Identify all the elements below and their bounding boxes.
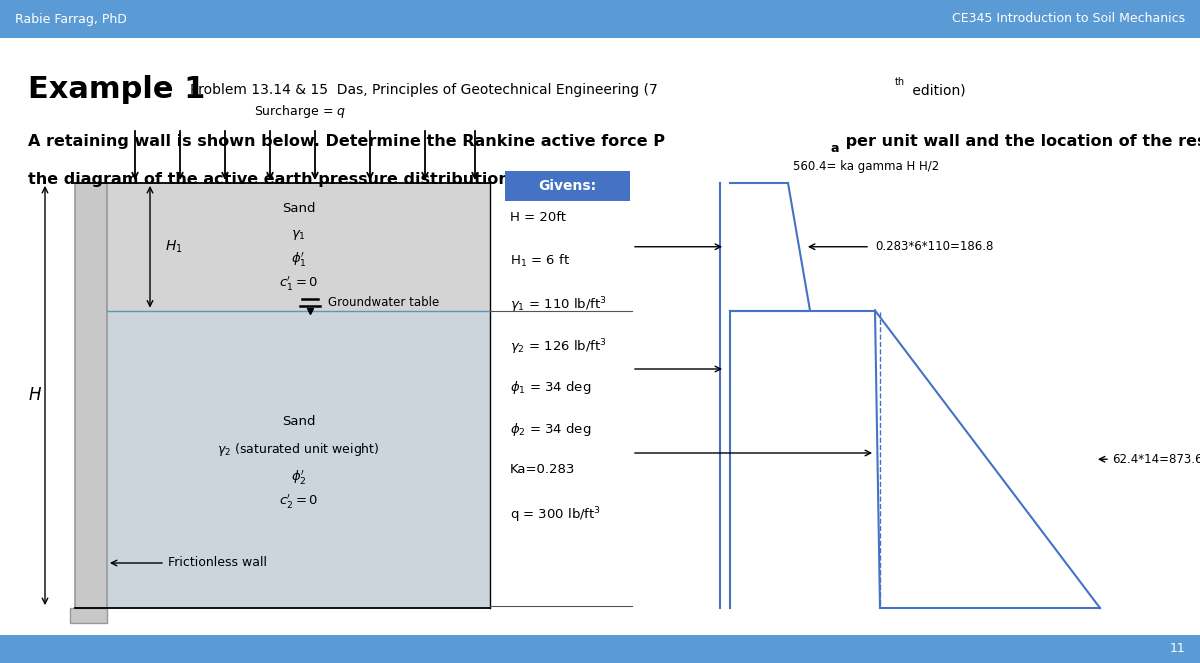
Bar [0,635,1200,663]
Bar [0,0,1200,38]
Text: 11: 11 [1169,642,1186,656]
Text: 0.283*6*110=186.8: 0.283*6*110=186.8 [875,240,994,253]
Text: Ka=0.283: Ka=0.283 [510,463,575,476]
Bar [70,608,107,623]
Text: a: a [830,143,839,156]
Text: $\gamma_1$ = 110 lb/ft$^3$: $\gamma_1$ = 110 lb/ft$^3$ [510,295,607,315]
Text: $H$: $H$ [28,387,42,404]
Text: $\phi_1$ = 34 deg: $\phi_1$ = 34 deg [510,379,592,396]
Bar [74,183,107,608]
Text: $\phi_2$ = 34 deg: $\phi_2$ = 34 deg [510,421,592,438]
Text: Rabie Farrag, PhD: Rabie Farrag, PhD [14,13,127,25]
Text: 186.8+0.283*14*63.6=186.8+252: 186.8+0.283*14*63.6=186.8+252 [580,640,799,652]
Text: Givens:: Givens: [539,179,596,193]
Text: Problem 13.14 & 15  Das, Principles of Geotechnical Engineering (7: Problem 13.14 & 15 Das, Principles of Ge… [190,83,658,97]
Text: $\phi_2'$: $\phi_2'$ [290,468,306,486]
Text: $H_1$: $H_1$ [166,239,182,255]
Text: $\gamma_1$: $\gamma_1$ [292,228,306,242]
Bar [107,310,490,608]
Text: the diagram of the active earth pressure distribution.: the diagram of the active earth pressure… [28,172,516,188]
Text: per unit wall and the location of the resultant. Draw: per unit wall and the location of the re… [840,135,1200,149]
Text: H = 20ft: H = 20ft [510,211,566,224]
Text: edition): edition) [908,83,966,97]
Text: $c_1' = 0$: $c_1' = 0$ [278,274,318,292]
Text: Groundwater table: Groundwater table [328,296,439,309]
Text: Example 1: Example 1 [28,76,205,105]
Text: $\gamma_2$ = 126 lb/ft$^3$: $\gamma_2$ = 126 lb/ft$^3$ [510,337,607,357]
Text: Frictionless wall: Frictionless wall [168,556,266,570]
Bar [505,171,630,201]
Text: 560.4= ka gamma H H/2: 560.4= ka gamma H H/2 [793,160,940,173]
Text: Sand: Sand [282,415,316,428]
Text: H$_1$ = 6 ft: H$_1$ = 6 ft [510,253,570,269]
Text: CE345 Introduction to Soil Mechanics: CE345 Introduction to Soil Mechanics [952,13,1186,25]
Text: Sand: Sand [282,202,316,215]
Text: th: th [895,77,905,87]
Text: A retaining wall is shown below. Determine the Rankine active force P: A retaining wall is shown below. Determi… [28,135,665,149]
Text: $\gamma_2$ (saturated unit weight): $\gamma_2$ (saturated unit weight) [217,441,380,457]
Text: $c_2' = 0$: $c_2' = 0$ [278,492,318,511]
Text: Surcharge = $q$: Surcharge = $q$ [254,103,346,120]
Bar [107,183,490,310]
Text: 62.4*14=873.6: 62.4*14=873.6 [1112,453,1200,465]
Text: q = 300 lb/ft$^3$: q = 300 lb/ft$^3$ [510,505,601,524]
Text: $\phi_1'$: $\phi_1'$ [290,250,306,268]
